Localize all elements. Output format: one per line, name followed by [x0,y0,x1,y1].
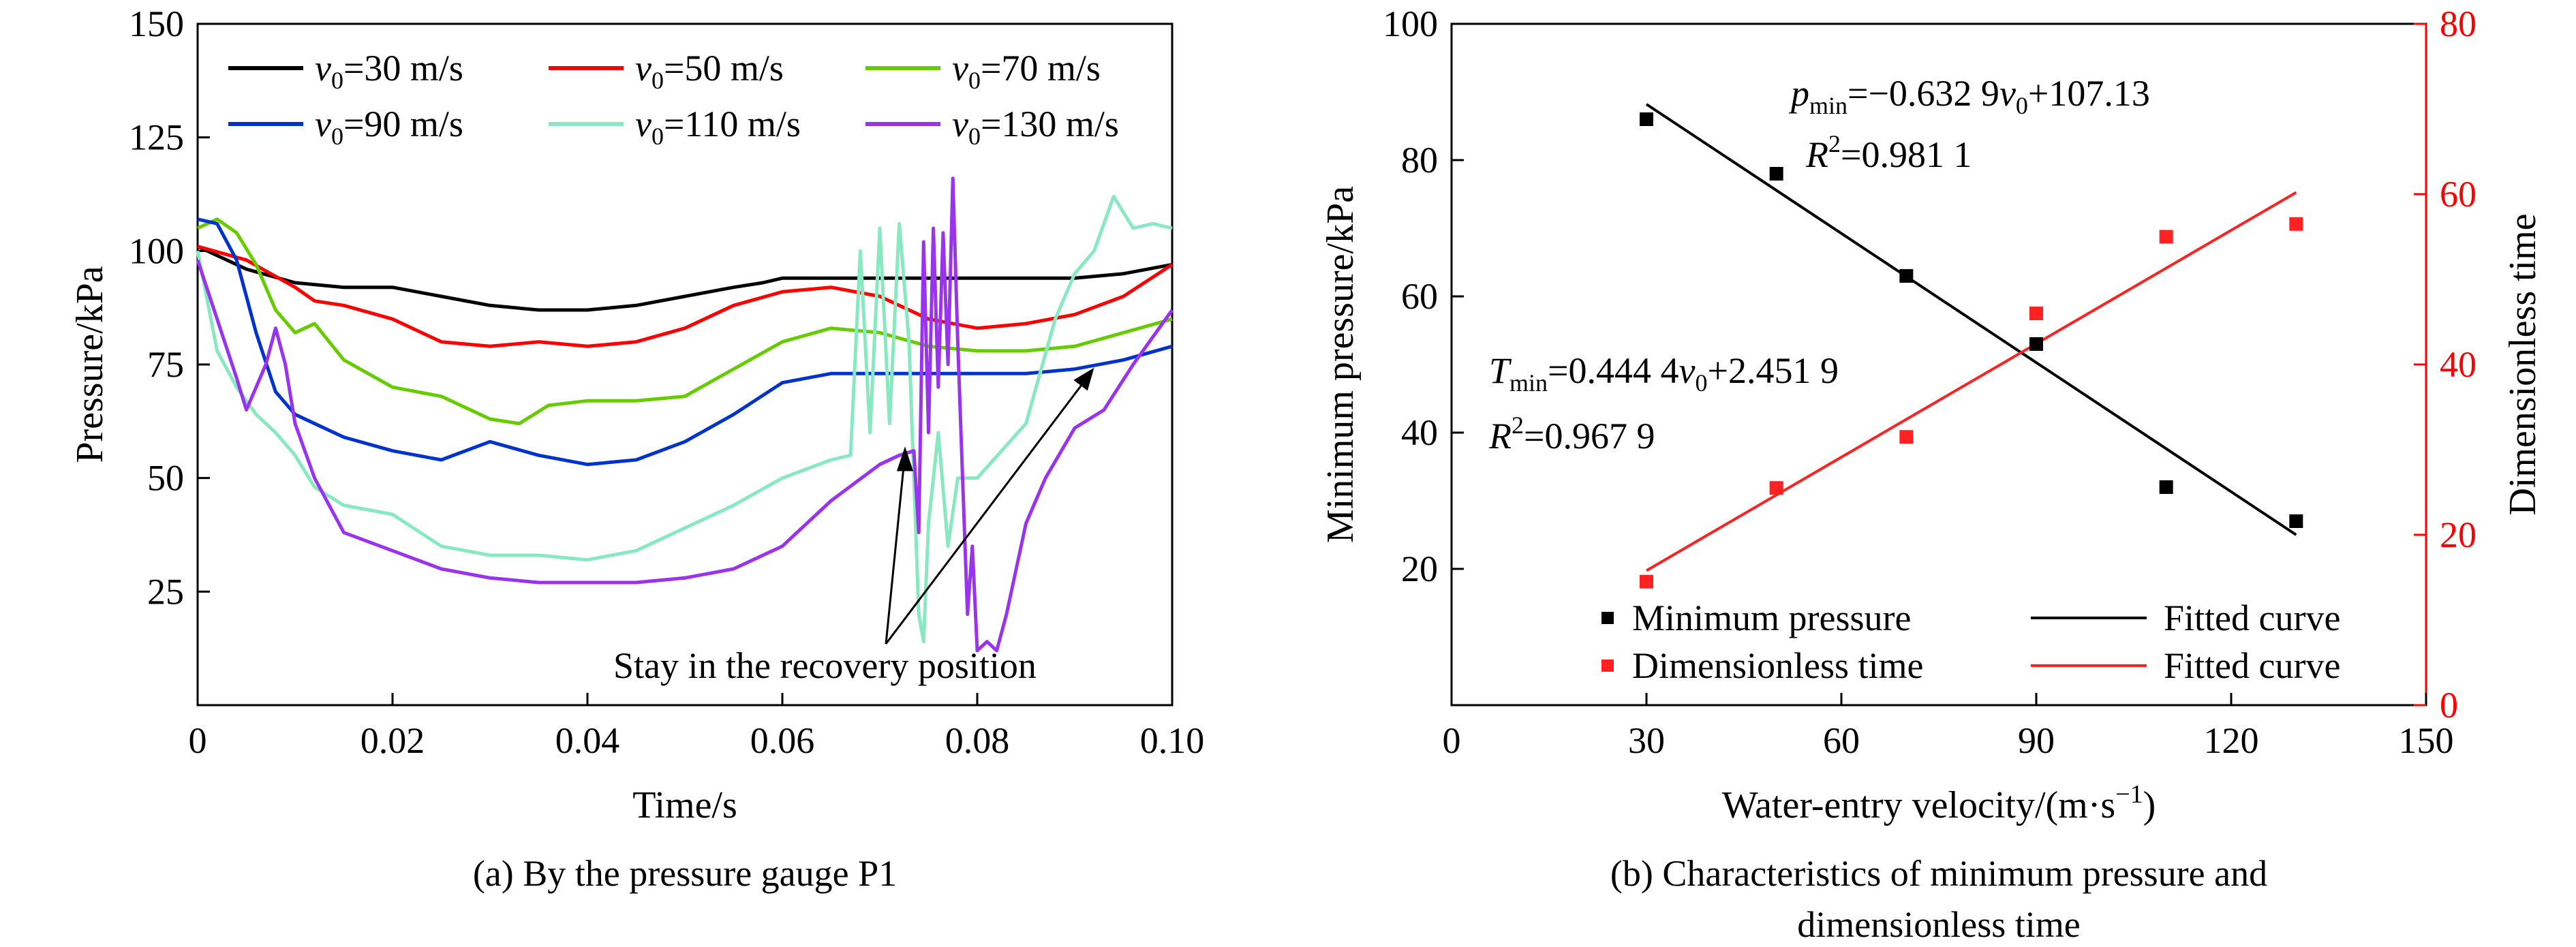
equation-time: Tmin=0.444 4v0+2.451 9 [1489,350,1839,397]
pressure-point [2289,514,2303,528]
y-axis-label-b: Minimum pressure/kPa [1319,186,1362,543]
chart-pressure-gauge-p1: 0 0.02 0.04 0.06 0.08 0.10 25 50 75 100 125 150 v0=… [69,3,1204,894]
x-axis-label-b: Water-entry velocity/(m·s−1) [1722,780,2156,826]
legend-label-fit-pressure: Fitted curve [2164,597,2340,638]
x-tick-label-a: 0.04 [555,720,620,761]
x-axis-label-a: Time/s [632,784,737,826]
series-line-0 [196,245,1173,312]
y-tick-label-b: 20 [1401,548,1438,589]
fit-line-0 [1645,103,2297,536]
y-tick-label-a: 25 [147,571,184,612]
series-line-3 [197,217,1173,467]
legend-label-v90: v0=90 m/s [315,104,463,150]
caption-b-line2: dimensionless time [1797,904,2080,945]
series-line-4 [196,194,1173,644]
y2-tick-label-b: 40 [2440,344,2477,385]
legend-a: v0=30 m/s v0=50 m/s v0=70 m/s v0=90 m/s … [228,48,1119,150]
fit-line-1 [1645,191,2297,572]
x-tick-label-b: 0 [1443,720,1461,761]
pressure-point [2159,480,2173,494]
y-tick-label-a: 75 [147,344,184,385]
time-point [1640,574,1653,589]
series-lines-a [196,176,1174,653]
time-point [2029,307,2043,320]
y2-tick-label-b: 60 [2440,174,2477,215]
time-point [1899,430,1914,444]
pressure-point [1899,269,1914,283]
y-tick-label-b: 80 [1401,140,1438,181]
chart-minimum-pressure-dimensionless-time: 0 30 60 90 120 150 20 40 60 80 100 0 20 40 60 80 pmin=−… [1319,3,2544,945]
time-point [2159,230,2173,244]
series-line-1 [197,245,1174,348]
axis-ticks-a: 0 0.02 0.04 0.06 0.08 0.10 25 50 75 100 125 150 [129,3,1204,761]
time-point [1769,481,1783,495]
y2-axis-label-b: Dimensionless time [2502,213,2544,515]
equation-pressure: pmin=−0.632 9v0+107.13 [1788,73,2150,119]
x-tick-label-b: 30 [1628,720,1665,761]
pressure-point [2029,337,2043,351]
y2-tick-label-b: 0 [2440,685,2458,726]
axis-ticks-b: 0 30 60 90 120 150 20 40 60 80 100 0 20 40 60 80 [1383,3,2477,761]
y-tick-label-a: 50 [147,458,184,499]
x-tick-label-a: 0.06 [750,720,815,761]
fit-lines-b [1645,103,2297,572]
legend-label-v70: v0=70 m/s [952,48,1101,94]
pressure-point [1640,112,1653,126]
legend-marker-dimensionless-time [1601,659,1614,672]
x-tick-label-b: 120 [2204,720,2259,761]
legend-label-v50: v0=50 m/s [635,48,784,94]
x-tick-label-b: 60 [1823,720,1860,761]
y-tick-label-a: 100 [129,230,184,271]
y-axis-label-a: Pressure/kPa [69,266,111,463]
data-points-b [1640,112,2303,589]
x-tick-label-a: 0.10 [1140,720,1205,761]
legend-b: Minimum pressure Dimensionless time Fitt… [1601,597,2340,686]
y2-tick-label-b: 80 [2440,3,2477,44]
legend-label-dimensionless-time: Dimensionless time [1632,645,1923,686]
series-line-2 [196,217,1173,426]
x-tick-label-b: 150 [2399,720,2454,761]
legend-label-fit-time: Fitted curve [2164,645,2340,686]
y2-tick-label-b: 20 [2440,514,2477,555]
r2-time: R2=0.967 9 [1488,412,1655,456]
legend-label-v30: v0=30 m/s [315,48,463,94]
caption-a: (a) By the pressure gauge P1 [473,853,897,894]
time-point [2289,217,2303,231]
x-tick-label-a: 0 [189,720,207,761]
x-tick-label-a: 0.02 [361,720,425,761]
x-tick-label-b: 90 [2018,720,2055,761]
pressure-point [1769,167,1783,181]
y-tick-label-a: 150 [129,3,184,44]
annotation-recovery: Stay in the recovery position [613,645,1037,686]
legend-label-minimum-pressure: Minimum pressure [1632,597,1911,638]
legend-label-v130: v0=130 m/s [952,104,1119,150]
r2-pressure: R2=0.981 1 [1805,130,1972,175]
x-tick-label-a: 0.08 [945,720,1010,761]
series-line-5 [196,176,1174,653]
legend-marker-minimum-pressure [1601,612,1614,624]
y-tick-label-a: 125 [129,117,184,158]
caption-b-line1: (b) Characteristics of minimum pressure … [1610,853,2267,894]
y-tick-label-b: 100 [1383,3,1438,44]
y-tick-label-b: 40 [1401,412,1438,453]
y-tick-label-b: 60 [1401,276,1438,317]
annotation-arrows [885,367,1094,645]
legend-label-v110: v0=110 m/s [635,104,801,150]
